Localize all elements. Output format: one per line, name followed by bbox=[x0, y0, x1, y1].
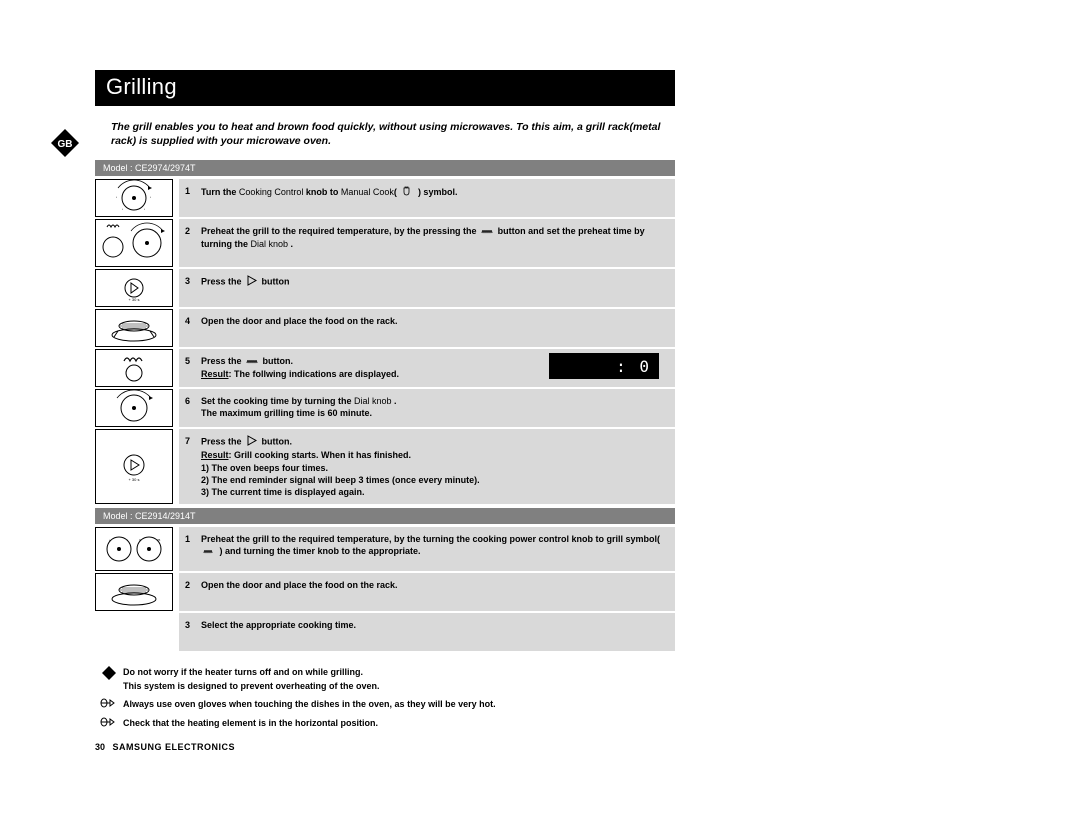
step-body: 2 Preheat the grill to the required temp… bbox=[179, 219, 675, 267]
diamond-icon bbox=[95, 665, 123, 693]
step-body: 7 Press the button. Result: Grill cookin… bbox=[179, 429, 675, 504]
play-icon bbox=[246, 435, 257, 449]
step-text: Preheat the grill to the required temper… bbox=[201, 533, 665, 565]
step-body: 1 Preheat the grill to the required temp… bbox=[179, 527, 675, 571]
step-number: 5 bbox=[185, 355, 201, 381]
step-number: 1 bbox=[185, 185, 201, 211]
svg-text:+ 30 s: + 30 s bbox=[128, 477, 139, 482]
step-body: 3 Select the appropriate cooking time. bbox=[179, 613, 675, 651]
step-row: 3 Select the appropriate cooking time. bbox=[95, 613, 675, 651]
gb-badge: GB bbox=[50, 128, 80, 158]
svg-text:35: 35 bbox=[157, 538, 161, 542]
step-text: Press the button. Result: Grill cooking … bbox=[201, 435, 665, 498]
step-row: 2 Preheat the grill to the required temp… bbox=[95, 219, 675, 267]
step-row: 6 Set the cooking time by turning the Di… bbox=[95, 389, 675, 427]
note-text: Do not worry if the heater turns off and… bbox=[123, 665, 675, 693]
page-number: 30 bbox=[95, 742, 105, 752]
step-row: + 30 s 3 Press the button bbox=[95, 269, 675, 307]
note-row: Check that the heating element is in the… bbox=[95, 716, 675, 731]
step-text: Set the cooking time by turning the Dial… bbox=[201, 395, 665, 421]
step-number: 4 bbox=[185, 315, 201, 341]
step-text: Press the button bbox=[201, 275, 665, 301]
pointer-hand-icon bbox=[95, 716, 123, 731]
step-row: 4 Open the door and place the food on th… bbox=[95, 309, 675, 347]
step-body: 4 Open the door and place the food on th… bbox=[179, 309, 675, 347]
note-text: Always use oven gloves when touching the… bbox=[123, 697, 675, 712]
svg-text:+ 30 s: + 30 s bbox=[128, 297, 139, 302]
svg-text:•: • bbox=[150, 195, 151, 199]
diagram-knob-icon: • • • • bbox=[95, 179, 173, 217]
notes-section: Do not worry if the heater turns off and… bbox=[95, 665, 675, 730]
step-body: 5 Press the button. Result: The follwing… bbox=[179, 349, 675, 387]
model-label-1: Model : CE2974/2974T bbox=[95, 160, 675, 176]
page-footer: 30 SAMSUNG ELECTRONICS bbox=[95, 742, 675, 752]
grill-wave-icon bbox=[246, 356, 258, 368]
step-row: •• 035 1 Preheat the grill to the requir… bbox=[95, 527, 675, 571]
step-text: Preheat the grill to the required temper… bbox=[201, 225, 665, 261]
svg-text:•: • bbox=[144, 207, 145, 211]
step-row: 2 Open the door and place the food on th… bbox=[95, 573, 675, 611]
diagram-food-rack-icon bbox=[95, 309, 173, 347]
model-label-2: Model : CE2914/2914T bbox=[95, 508, 675, 524]
step-row: 5 Press the button. Result: The follwing… bbox=[95, 349, 675, 387]
diagram-two-knobs-icon: •• 035 bbox=[95, 527, 173, 571]
diagram-blank bbox=[95, 613, 173, 651]
step-body: 3 Press the button bbox=[179, 269, 675, 307]
note-row: Do not worry if the heater turns off and… bbox=[95, 665, 675, 693]
step-number: 2 bbox=[185, 579, 201, 605]
step-row: • • • • 1 Turn the Cooking Control knob to … bbox=[95, 179, 675, 217]
play-icon bbox=[246, 275, 257, 289]
diagram-start-button-icon: + 30 s bbox=[95, 269, 173, 307]
diagram-grill-button-icon bbox=[95, 349, 173, 387]
note-row: Always use oven gloves when touching the… bbox=[95, 697, 675, 712]
step-body: 6 Set the cooking time by turning the Di… bbox=[179, 389, 675, 427]
note-text: Check that the heating element is in the… bbox=[123, 716, 675, 731]
svg-text:•: • bbox=[127, 538, 128, 542]
step-number: 7 bbox=[185, 435, 201, 498]
diagram-dial-icon bbox=[95, 389, 173, 427]
diagram-food-rack-icon bbox=[95, 573, 173, 611]
pointer-hand-icon bbox=[95, 697, 123, 712]
svg-text:•: • bbox=[122, 207, 123, 211]
step-text: Select the appropriate cooking time. bbox=[201, 619, 665, 645]
step-number: 1 bbox=[185, 533, 201, 565]
step-number: 6 bbox=[185, 395, 201, 421]
diagram-start-button-icon: + 30 s bbox=[95, 429, 173, 504]
section-title: Grilling bbox=[95, 70, 675, 106]
step-body: 1 Turn the Cooking Control knob to Manua… bbox=[179, 179, 675, 217]
intro-text: The grill enables you to heat and brown … bbox=[111, 120, 675, 148]
hand-icon bbox=[401, 185, 413, 200]
diagram-grill-dial-icon bbox=[95, 219, 173, 267]
step-body: 2 Open the door and place the food on th… bbox=[179, 573, 675, 611]
grill-wave-icon bbox=[203, 546, 215, 558]
step-text: Open the door and place the food on the … bbox=[201, 579, 665, 605]
step-row: + 30 s 7 Press the button. Result: Grill… bbox=[95, 429, 675, 504]
step-text: Turn the Cooking Control knob to Manual … bbox=[201, 185, 665, 211]
step-text: Open the door and place the food on the … bbox=[201, 315, 665, 341]
svg-text:GB: GB bbox=[58, 139, 73, 150]
lcd-display: : 0 bbox=[549, 353, 659, 379]
svg-text:•: • bbox=[109, 538, 110, 542]
brand-name: SAMSUNG ELECTRONICS bbox=[113, 742, 236, 752]
step-number: 2 bbox=[185, 225, 201, 261]
grill-wave-icon bbox=[481, 226, 493, 238]
step-number: 3 bbox=[185, 275, 201, 301]
step-number: 3 bbox=[185, 619, 201, 645]
manual-page: GB Grilling The grill enables you to hea… bbox=[95, 70, 675, 752]
svg-text:•: • bbox=[116, 195, 117, 199]
